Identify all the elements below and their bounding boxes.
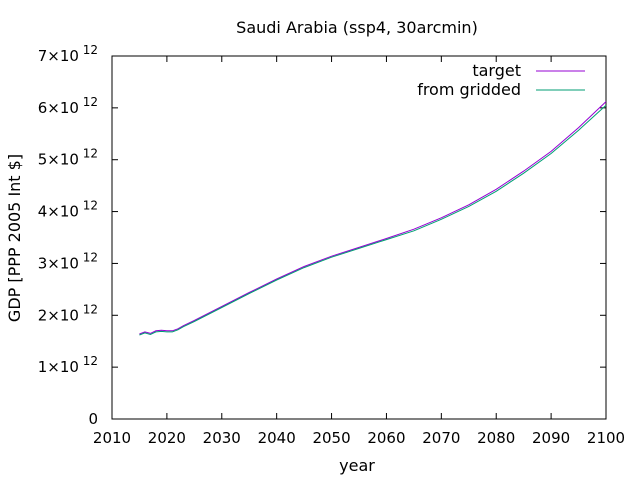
x-tick-label: 2010 — [93, 429, 131, 447]
y-tick-label: 6×10 12 — [38, 95, 98, 117]
legend-label-from-gridded: from gridded — [417, 80, 521, 99]
x-tick-label: 2080 — [477, 429, 515, 447]
x-tick-label: 2100 — [587, 429, 625, 447]
y-tick-label: 7×10 12 — [38, 43, 98, 65]
y-axis-label: GDP [PPP 2005 Int $] — [5, 154, 24, 322]
chart-title: Saudi Arabia (ssp4, 30arcmin) — [236, 18, 478, 37]
y-tick-label: 5×10 12 — [38, 147, 98, 169]
series-lines — [139, 101, 607, 336]
x-tick-label: 2060 — [367, 429, 405, 447]
legend: target from gridded — [417, 61, 585, 99]
series-line-target — [139, 101, 607, 335]
y-tick-label: 2×10 12 — [38, 302, 98, 324]
x-tick-label: 2030 — [203, 429, 241, 447]
y-tick-label: 3×10 12 — [38, 250, 98, 272]
x-axis-label: year — [339, 456, 375, 475]
legend-label-target: target — [472, 61, 521, 80]
y-axis-ticks: 0 1×10 12 2×10 12 3×10 12 4×10 12 5×10 12 6×10… — [38, 43, 606, 428]
x-axis-ticks: 2010 2020 2030 2040 2050 2060 2070 2080 2090 2100 — [93, 56, 625, 447]
x-tick-label: 2070 — [422, 429, 460, 447]
y-tick-label: 4×10 12 — [38, 199, 98, 221]
x-tick-label: 2090 — [532, 429, 570, 447]
y-tick-label: 0 — [88, 410, 98, 428]
y-tick-label: 1×10 12 — [38, 354, 98, 376]
series-line-from-gridded — [139, 104, 607, 336]
plot-frame — [111, 55, 607, 420]
x-tick-label: 2050 — [312, 429, 350, 447]
x-tick-label: 2040 — [258, 429, 296, 447]
x-tick-label: 2020 — [148, 429, 186, 447]
